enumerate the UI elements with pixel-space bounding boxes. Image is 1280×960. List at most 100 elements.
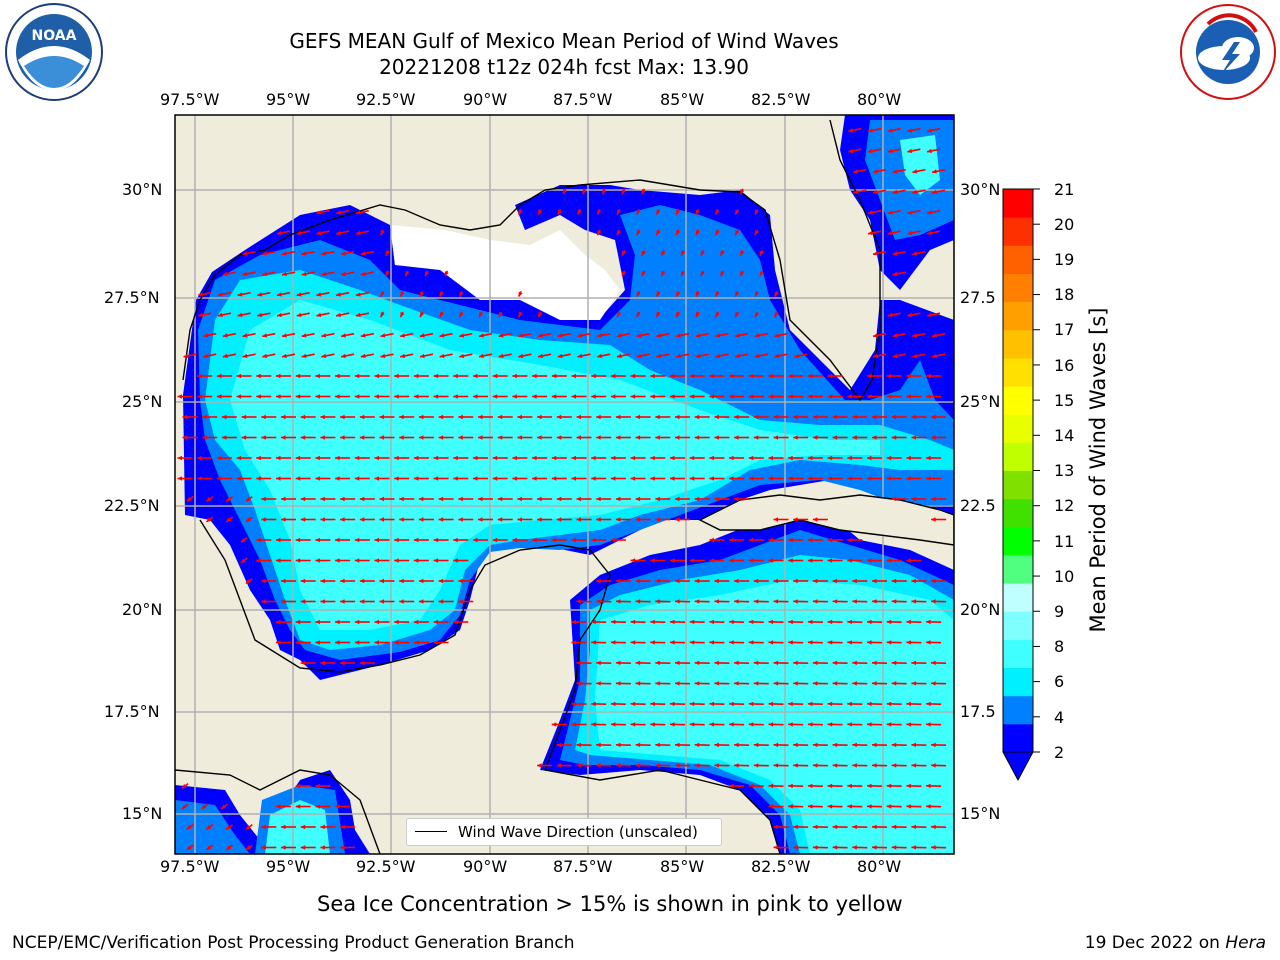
wind-arrow-head [635,681,641,686]
lon-tick-top-2: 95°W [266,90,311,109]
wind-arrow-head [341,251,346,256]
wind-arrow-head [768,701,774,707]
wind-arrow-head [320,599,325,604]
wind-arrow-head [670,558,675,563]
wind-arrow-head [433,476,439,481]
wind-arrow-head [473,476,478,481]
wind-arrow-head [453,455,458,461]
wind-arrow-head [887,128,893,133]
wind-arrow-head [714,681,719,686]
lon-tick-bottom-3: 92.5°W [356,857,416,876]
wind-arrow-head [630,640,636,645]
wind-arrow-head [418,435,424,440]
wind-arrow-head [867,455,872,461]
wind-arrow-head [852,763,857,768]
wind-arrow-head [576,660,582,666]
wind-arrow-head [532,537,537,543]
wind-arrow-head [300,599,306,604]
wind-arrow-head [748,722,754,727]
wind-arrow-head [257,292,263,297]
wind-arrow-head [439,291,444,297]
wind-arrow-head [241,414,247,420]
wind-arrow-head [400,333,405,338]
wind-arrow-head [695,353,701,359]
wind-arrow-head [379,496,384,502]
wind-arrow-head [622,271,627,277]
wind-arrow-head [596,517,601,522]
wind-arrow-head [774,333,780,338]
wind-arrow-head [670,476,675,481]
wind-arrow-head [675,435,680,440]
wind-arrow-head [807,476,813,481]
colorbar-segment [1003,189,1033,218]
colorbar-segment [1003,498,1033,528]
wind-arrow-head [458,517,463,522]
wind-arrow-head [891,742,897,748]
wind-arrow-head [478,435,483,440]
wind-arrow-head [355,292,361,297]
wind-arrow-head [931,414,936,420]
wind-arrow-head [715,353,721,359]
wind-arrow-head [497,517,503,522]
wind-arrow-head [788,783,793,789]
wind-arrow-head [906,701,911,707]
wind-arrow-head [394,558,399,563]
wind-arrow-head [709,373,714,379]
wind-arrow-head [734,414,739,420]
wind-arrow-head [807,701,813,707]
wind-arrow-head [709,537,714,543]
wind-arrow-head [576,763,582,768]
lon-tick-bottom-6: 85°W [660,857,705,876]
wind-arrow-head [635,517,641,522]
legend-label: Wind Wave Direction (unscaled) [458,823,698,841]
wind-arrow-head [596,599,601,604]
wind-arrow-head [242,333,248,338]
lon-tick-top-7: 82.5°W [751,90,811,109]
wind-arrow-head [735,353,740,359]
wind-arrow-head [335,455,340,461]
wind-arrow-head [354,476,360,481]
wind-arrow-head [591,722,596,727]
wind-arrow-head [872,578,877,584]
wind-arrow-head [597,209,602,215]
wind-arrow-head [788,373,793,379]
wind-arrow-head [276,476,281,481]
cb-tick-4: 4 [1054,708,1065,727]
wind-arrow-head [887,210,893,215]
wind-arrow-head [729,394,734,399]
map-subtitle: 20221208 t12z 024h fcst Max: 13.90 [379,55,749,79]
wind-arrow-head [768,783,774,789]
wind-arrow-head [438,517,444,522]
wind-arrow-head [807,722,813,727]
colorbar-segment [1003,723,1033,753]
wind-arrow-head [927,148,932,154]
wind-arrow-head [262,251,268,256]
wind-arrow-head [201,804,207,809]
wind-arrow-head [335,476,340,481]
wind-arrow-head [610,373,616,379]
wind-arrow-head [226,824,232,830]
footer-host: Hera [1225,933,1266,953]
wind-arrow-head [807,373,813,379]
wind-arrow-head [709,394,714,399]
wind-arrow-head [453,558,458,563]
wind-arrow-head [321,251,327,256]
wind-arrow-head [186,496,192,502]
wind-arrow-head [597,353,602,359]
wind-arrow-head [812,414,818,420]
wind-arrow-head [518,353,524,359]
wind-arrow-head [295,537,301,543]
wind-arrow-head [282,353,287,359]
wind-arrow-head [630,373,636,379]
wind-arrow-head [867,701,872,707]
wind-arrow-head [379,435,384,440]
wind-arrow-head [277,312,282,318]
wind-arrow-head [438,599,444,604]
wind-arrow-head [635,763,641,768]
wind-arrow-head [591,537,596,543]
wind-arrow-head [656,353,662,359]
wind-arrow-head [577,209,582,215]
wind-arrow-head [748,373,754,379]
wind-arrow-head [676,353,681,359]
